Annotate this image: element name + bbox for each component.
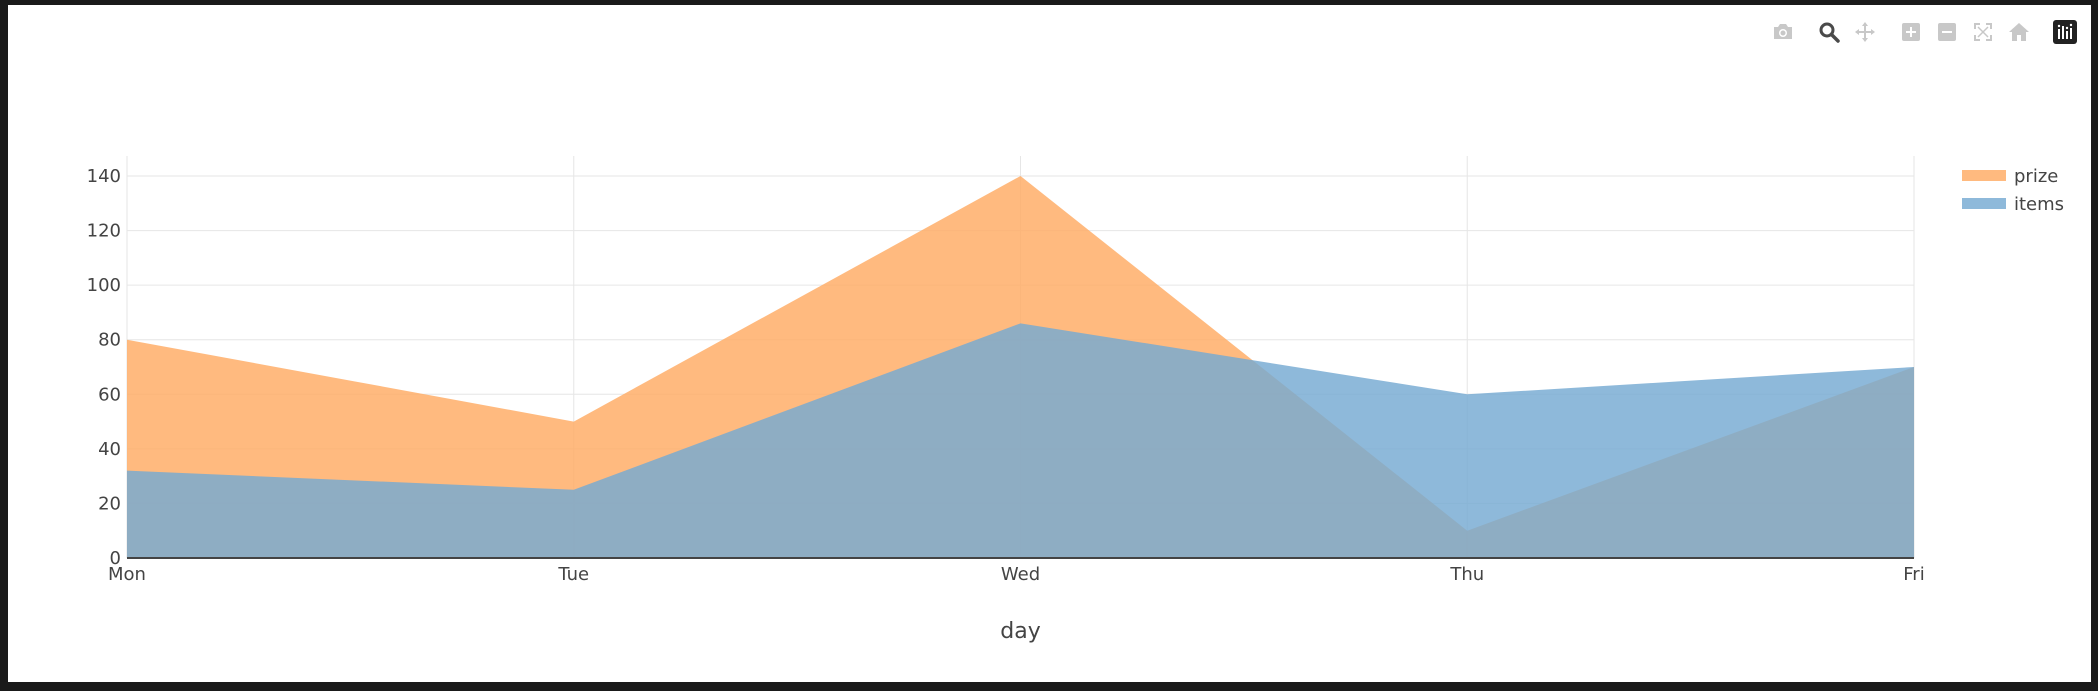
area-items <box>127 323 1914 558</box>
home-button[interactable] <box>2001 17 2037 47</box>
x-tick-label: Mon <box>108 564 146 585</box>
zoom-button[interactable] <box>1811 17 1847 47</box>
point-items <box>1465 392 1469 396</box>
point-prize <box>1465 529 1469 533</box>
home-icon <box>2009 23 2029 41</box>
y-tick-label: 0 <box>110 548 121 569</box>
autoscale-icon <box>1974 23 1992 41</box>
y-tick-label: 140 <box>87 166 121 187</box>
x-tick-label: Fri <box>1903 564 1924 585</box>
pan-icon <box>1855 22 1875 42</box>
plotly-logo-icon <box>2053 20 2077 44</box>
plot-container: 0 20 40 60 80 100 120 140 Mon Tue Wed Thu Fri day priz… <box>8 5 2091 682</box>
x-axis-title: day <box>1000 619 1040 644</box>
camera-button[interactable] <box>1765 17 1801 47</box>
legend-swatch-prize <box>1962 170 2006 181</box>
point-prize <box>1019 174 1023 178</box>
y-tick-label: 80 <box>98 330 121 351</box>
y-tick-label: 20 <box>98 493 121 514</box>
y-tick-label: 100 <box>87 275 121 296</box>
x-tick-label: Tue <box>557 564 589 585</box>
chart-svg: 0 20 40 60 80 100 120 140 Mon Tue Wed Thu Fri day priz… <box>87 156 2064 644</box>
legend-swatch-items <box>1962 198 2006 209</box>
autoscale-button[interactable] <box>1965 17 2001 47</box>
x-tick-label: Thu <box>1449 564 1484 585</box>
camera-icon <box>1774 24 1792 39</box>
modebar <box>1765 17 2083 47</box>
zoom-in-button[interactable] <box>1893 17 1929 47</box>
y-tick-label: 120 <box>87 221 121 242</box>
x-tick-label: Wed <box>1001 564 1040 585</box>
point-items <box>1019 321 1023 325</box>
point-prize <box>572 420 576 424</box>
point-items <box>1912 365 1916 369</box>
y-tick-label: 60 <box>98 384 121 405</box>
zoom-icon <box>1819 22 1840 43</box>
y-tick-label: 40 <box>98 439 121 460</box>
legend-label-items: items <box>2014 194 2064 215</box>
point-prize <box>125 338 129 342</box>
zoom-in-icon <box>1902 23 1920 41</box>
pan-button[interactable] <box>1847 17 1883 47</box>
point-items <box>572 488 576 492</box>
zoom-out-icon <box>1938 23 1956 41</box>
point-items <box>125 469 129 473</box>
plotly-logo-button[interactable] <box>2047 17 2083 47</box>
zoom-out-button[interactable] <box>1929 17 1965 47</box>
legend-label-prize: prize <box>2014 166 2058 187</box>
